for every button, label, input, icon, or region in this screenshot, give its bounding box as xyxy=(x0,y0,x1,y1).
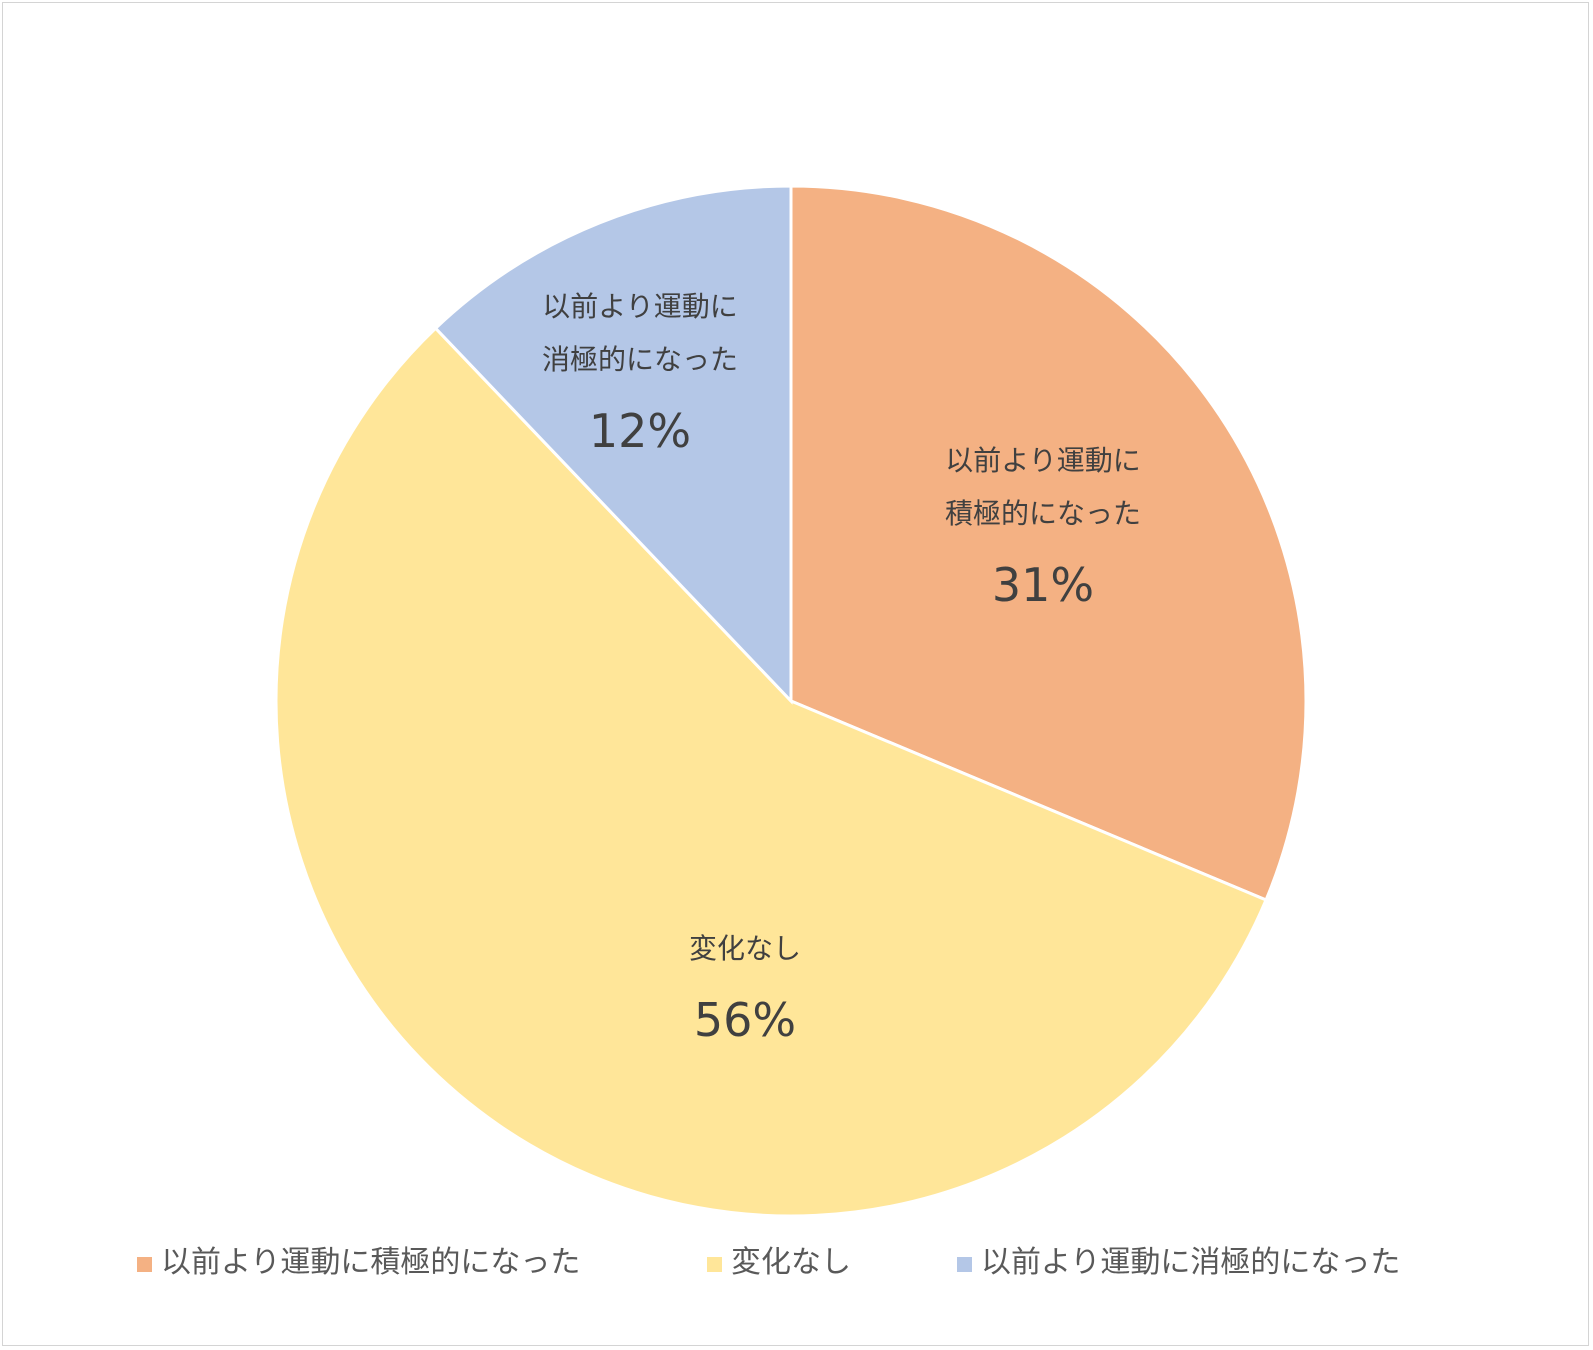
slice-label-name-3-2: 消極的になった xyxy=(542,343,738,376)
legend-swatch-1 xyxy=(137,1257,152,1272)
legend-swatch-3 xyxy=(957,1257,972,1272)
pie-slices xyxy=(274,184,1308,1218)
slice-label-name-3-1: 以前より運動に xyxy=(542,290,737,323)
legend: 以前より運動に積極的になった 変化なし 以前より運動に消極的になった xyxy=(137,1245,1400,1280)
legend-label-2: 変化なし xyxy=(731,1245,851,1280)
pie-slice-1 xyxy=(789,184,1308,902)
slice-label-percent-1: 31% xyxy=(992,558,1094,612)
slice-label-percent-3: 12% xyxy=(589,404,691,458)
pie-slice-3 xyxy=(433,184,793,705)
legend-swatch-2 xyxy=(707,1257,722,1272)
legend-label-1: 以前より運動に積極的になった xyxy=(161,1245,580,1280)
pie-slice-2 xyxy=(274,326,1268,1218)
slice-label-name-1-2: 積極的になった xyxy=(945,497,1141,530)
slice-label-name-1-1: 以前より運動に xyxy=(945,444,1140,477)
slice-label-name-2-1: 変化なし xyxy=(689,932,801,965)
slice-label-percent-2: 56% xyxy=(694,993,796,1047)
slice-labels: 以前より運動に積極的になった31%変化なし56%以前より運動に消極的になった12… xyxy=(542,290,1141,1047)
legend-label-3: 以前より運動に消極的になった xyxy=(981,1245,1400,1280)
